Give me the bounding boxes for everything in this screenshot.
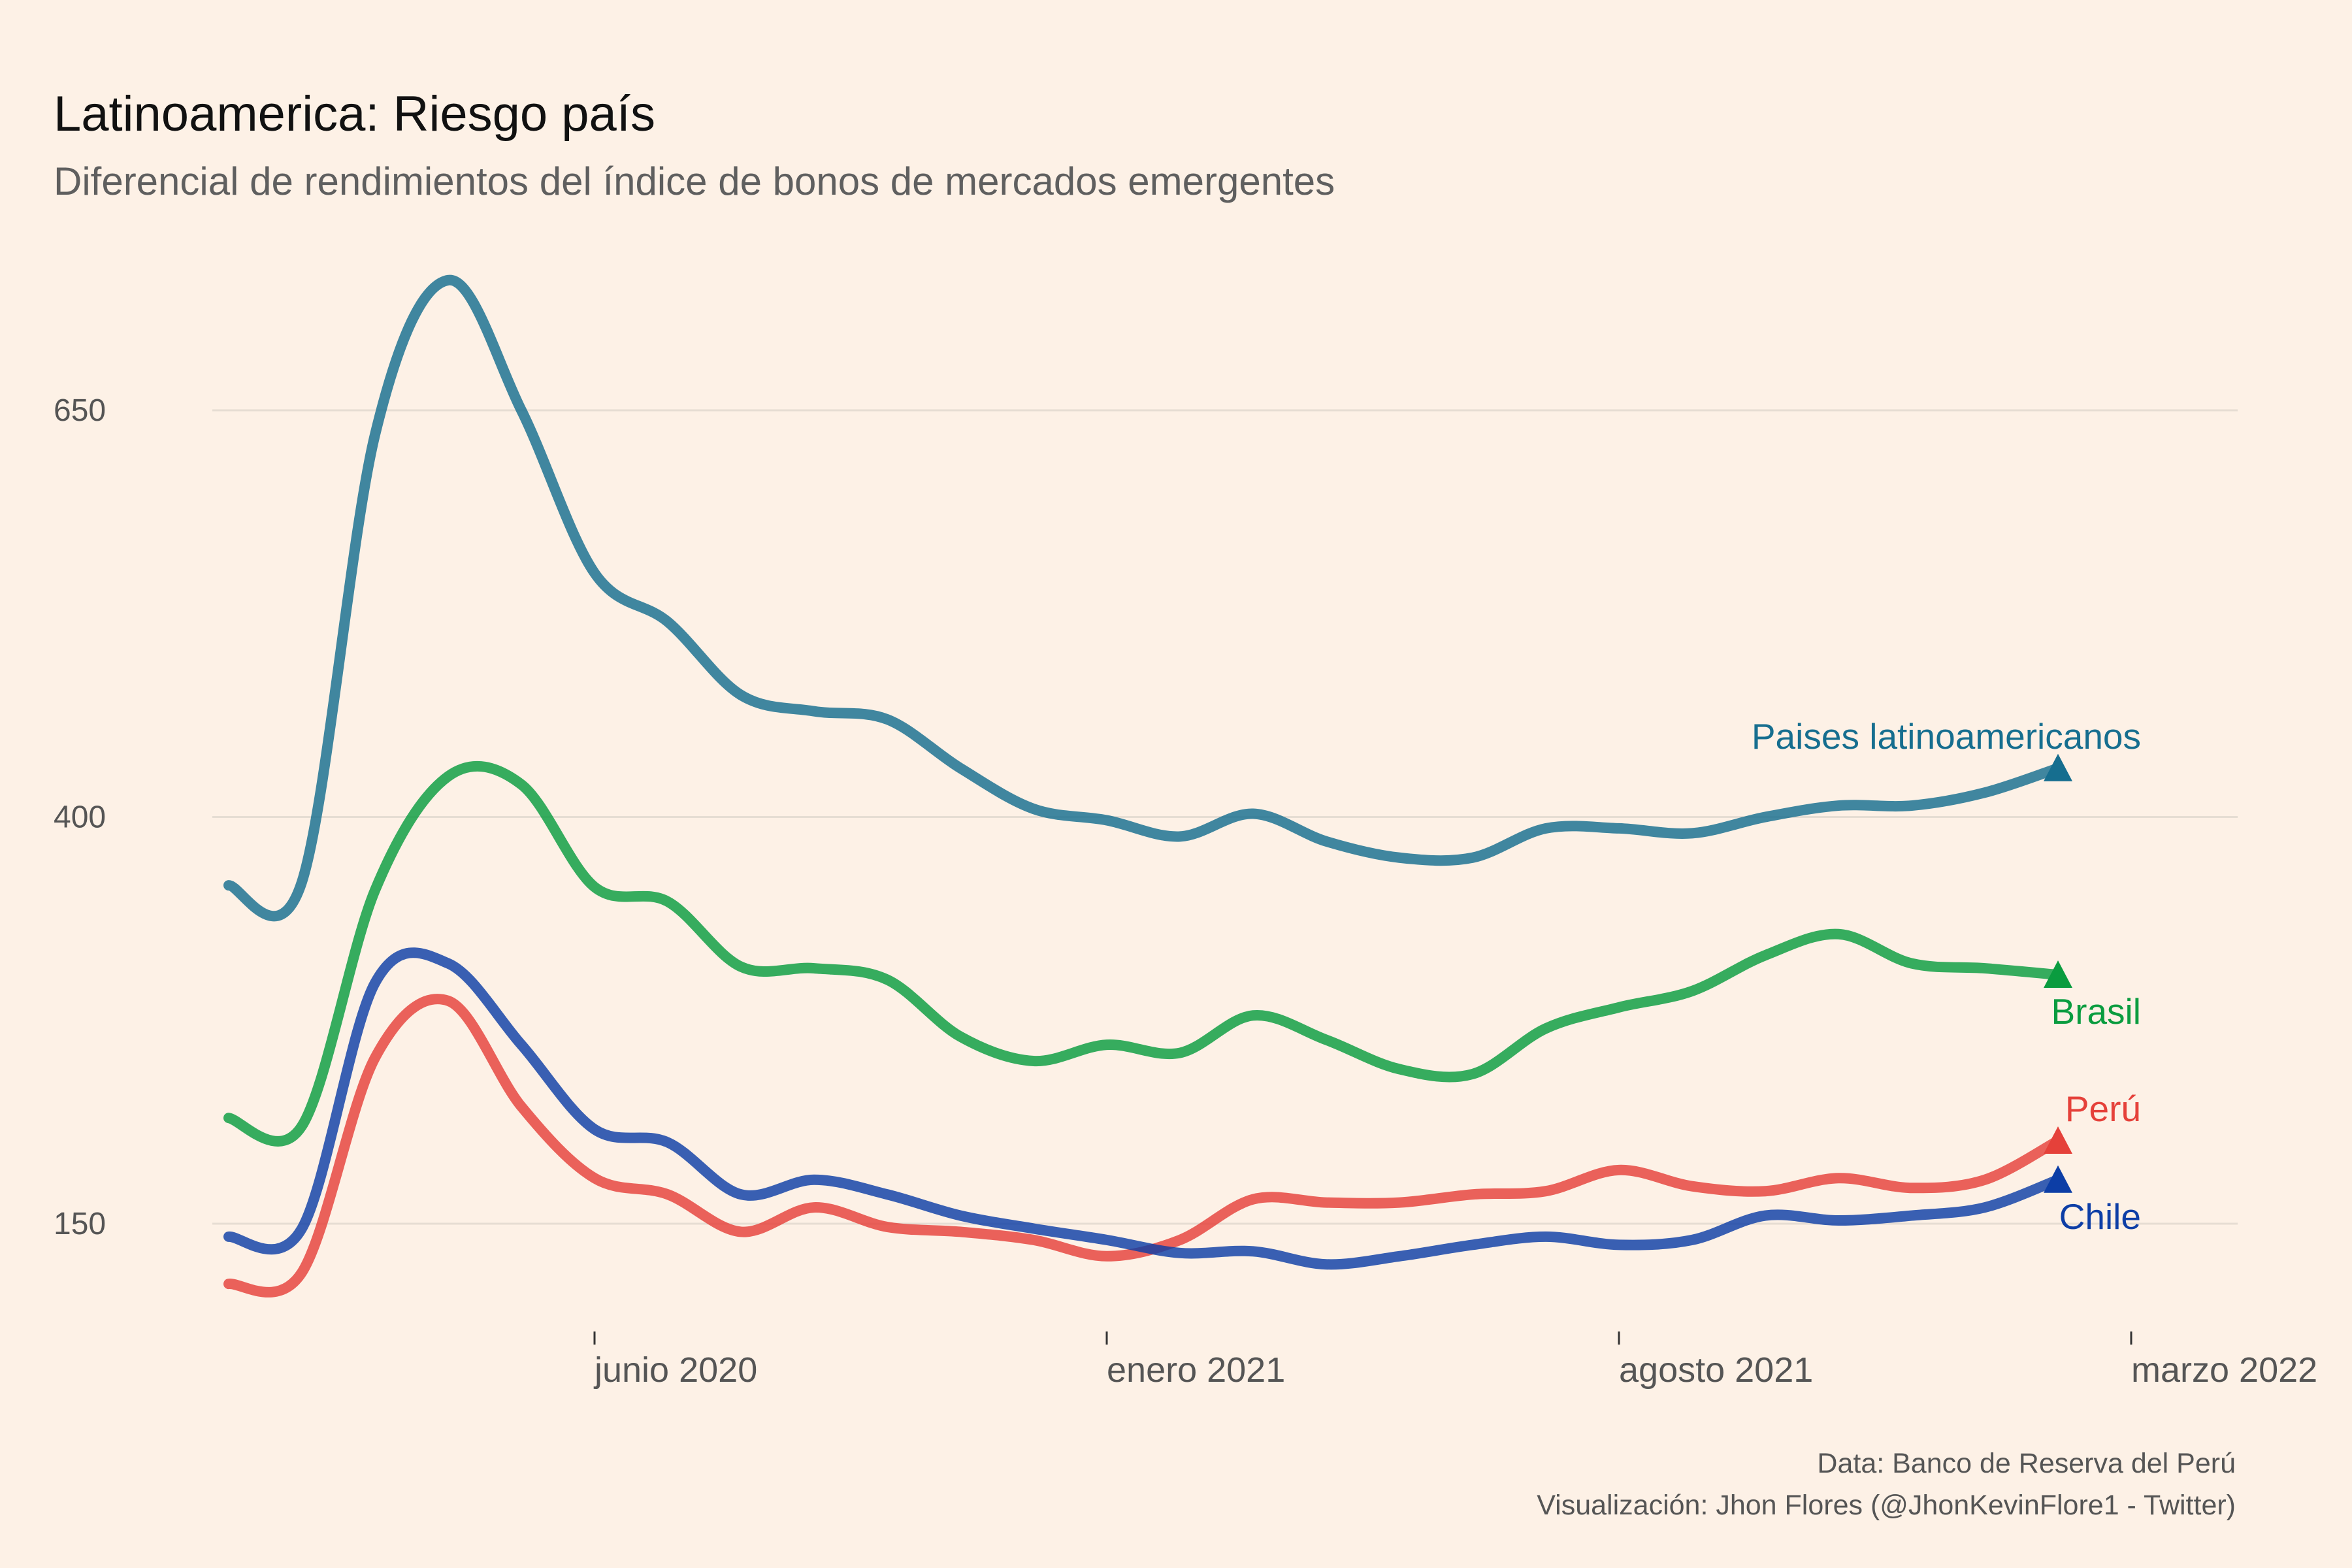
series-line-chile bbox=[223, 947, 2063, 1270]
x-tick-label: enero 2021 bbox=[1107, 1350, 1285, 1390]
caption-credit: Visualización: Jhon Flores (@JhonKevinFl… bbox=[1537, 1490, 2236, 1521]
y-tick-label: 400 bbox=[54, 800, 106, 835]
series-label-brasil: Brasil bbox=[2051, 991, 2141, 1032]
x-tick-label: marzo 2022 bbox=[2131, 1350, 2317, 1390]
y-tick-label: 650 bbox=[54, 393, 106, 428]
series-end-marker-chile bbox=[2044, 1165, 2072, 1193]
series-line-paises-latinoamericanos bbox=[223, 274, 2063, 922]
series-label-peru: Perú bbox=[2065, 1088, 2141, 1129]
series-label-chile: Chile bbox=[2059, 1196, 2141, 1237]
series-label-paises-latinoamericanos: Paises latinoamericanos bbox=[1752, 716, 2141, 757]
series-end-marker-paises-latinoamericanos bbox=[2044, 753, 2072, 781]
x-tick-label: agosto 2021 bbox=[1619, 1350, 1813, 1390]
series-line-peru bbox=[223, 994, 2063, 1298]
series-lines bbox=[223, 274, 2072, 1298]
x-axis: junio 2020 enero 2021 agosto 2021 marzo 202… bbox=[593, 1331, 2317, 1390]
series-end-marker-brasil bbox=[2044, 960, 2072, 988]
series-line-brasil bbox=[223, 760, 2063, 1147]
y-tick-label: 150 bbox=[54, 1207, 106, 1241]
caption-source: Data: Banco de Reserva del Perú bbox=[1817, 1448, 2236, 1479]
y-axis: 150 400 650 bbox=[54, 393, 106, 1241]
chart-title: Latinoamerica: Riesgo país bbox=[54, 86, 655, 142]
series-labels: Paises latinoamericanos Brasil Perú Chile bbox=[1752, 716, 2141, 1237]
x-tick-label: junio 2020 bbox=[593, 1350, 757, 1390]
series-end-marker-peru bbox=[2044, 1126, 2072, 1154]
chart-subtitle: Diferencial de rendimientos del índice d… bbox=[54, 159, 1335, 203]
